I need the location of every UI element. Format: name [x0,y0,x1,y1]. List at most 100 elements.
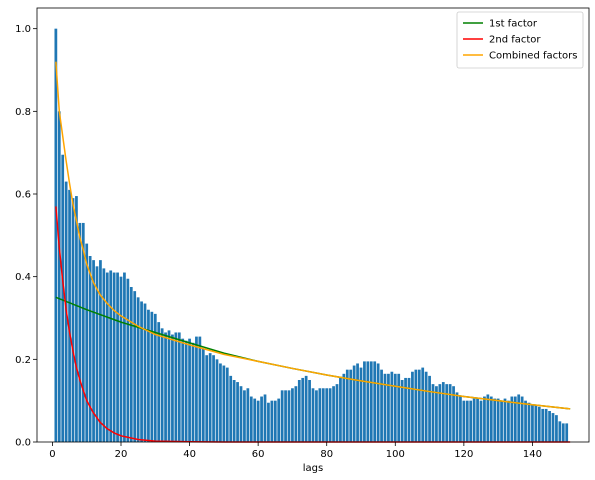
legend-label: 2nd factor [489,35,541,46]
y-tick-label: 0.8 [15,107,31,118]
bar [280,390,284,442]
x-tick-label: 80 [320,449,333,460]
bar [503,398,507,442]
series-line-2 [55,206,571,443]
bar [544,408,548,442]
x-tick-label: 100 [386,449,405,460]
bar [239,386,243,442]
y-tick-label: 0.6 [15,190,31,201]
bar [260,396,263,442]
bar [452,386,455,442]
axes-frame [36,7,590,443]
bar [407,377,411,442]
y-tick-label: 1.0 [15,24,31,35]
bar [109,270,113,442]
bar [232,380,236,442]
bar [177,332,181,442]
bar [339,377,342,442]
bar [363,361,366,442]
bar [205,355,209,442]
bar [387,373,390,442]
bar [448,384,452,442]
bar [267,402,270,442]
bar [421,367,425,442]
bar [99,260,102,442]
bar [308,380,311,442]
bar [167,330,171,442]
y-axis: 0.0 0.2 0.4 0.6 0.8 1.0 [15,24,37,449]
bar [153,313,157,442]
bar [359,367,363,442]
bar [476,398,479,442]
bar [507,400,510,442]
bar [417,369,421,442]
bar [531,404,534,442]
y-tick-label: 0.4 [15,272,31,283]
x-tick-label: 60 [252,449,265,460]
bar [527,402,531,442]
bar [369,361,373,442]
bar [390,371,394,442]
bar [435,386,438,442]
plot-area [54,28,571,443]
bar [332,386,335,442]
bar [424,371,428,442]
bar [558,421,562,442]
bar [75,196,78,442]
bar [462,400,466,442]
bar [143,303,147,442]
bar [541,408,545,442]
bar [123,272,126,442]
bar [376,363,380,442]
bar [551,413,555,442]
bar [404,377,407,442]
bar [184,340,188,442]
bar [441,382,445,442]
bar [349,369,353,442]
bar [431,384,435,442]
bar [188,338,191,442]
bar [510,396,514,442]
legend-box [456,11,584,69]
bar [273,400,277,442]
bar [345,369,349,442]
bar [459,396,462,442]
bar [171,334,174,442]
series-line-3 [55,61,571,410]
bar [287,390,291,442]
bar [140,301,143,442]
bar [263,394,267,442]
bar [136,297,140,442]
bar [520,396,524,442]
bar [92,260,95,442]
bar [198,336,202,442]
bar [219,363,222,442]
bar [191,342,195,442]
bar [393,373,397,442]
bar [95,266,99,442]
bar [537,406,541,442]
bar [445,384,449,442]
x-axis: 0 20 40 60 80 100 120 140 [49,442,542,460]
bar [78,222,82,442]
bar [479,400,483,442]
bar [129,287,133,442]
bar [534,404,538,442]
bar [335,384,339,442]
bar [380,369,383,442]
bar [366,361,370,442]
bar [517,394,521,442]
bar [465,400,469,442]
bar [157,322,161,442]
bar [311,388,315,442]
bar [321,388,325,442]
x-tick-label: 40 [183,449,196,460]
bar [277,398,281,442]
bar [61,154,65,442]
bar [215,359,219,442]
bar [116,272,119,442]
bar [500,400,503,442]
bar [342,373,346,442]
bar [54,28,58,443]
